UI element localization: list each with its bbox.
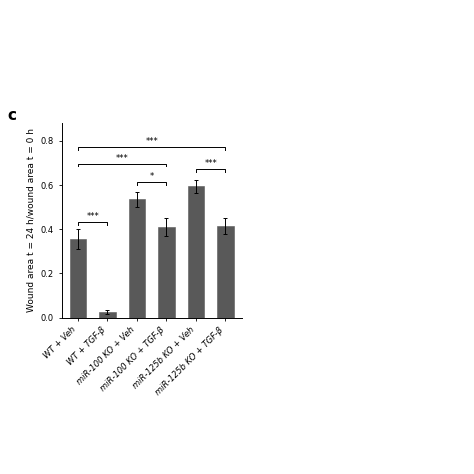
Y-axis label: Wound area t = 24 h/wound area t = 0 h: Wound area t = 24 h/wound area t = 0 h — [26, 128, 35, 312]
Text: ***: *** — [146, 137, 158, 146]
Text: c: c — [8, 108, 17, 123]
Bar — [100, 312, 116, 318]
Bar — [129, 200, 145, 318]
Text: ***: *** — [86, 212, 99, 221]
Bar — [158, 227, 174, 318]
Text: ***: *** — [116, 154, 128, 163]
Bar — [188, 186, 204, 318]
Text: ***: *** — [204, 159, 217, 168]
Bar — [70, 239, 86, 318]
Text: *: * — [150, 173, 154, 182]
Bar — [217, 226, 234, 318]
